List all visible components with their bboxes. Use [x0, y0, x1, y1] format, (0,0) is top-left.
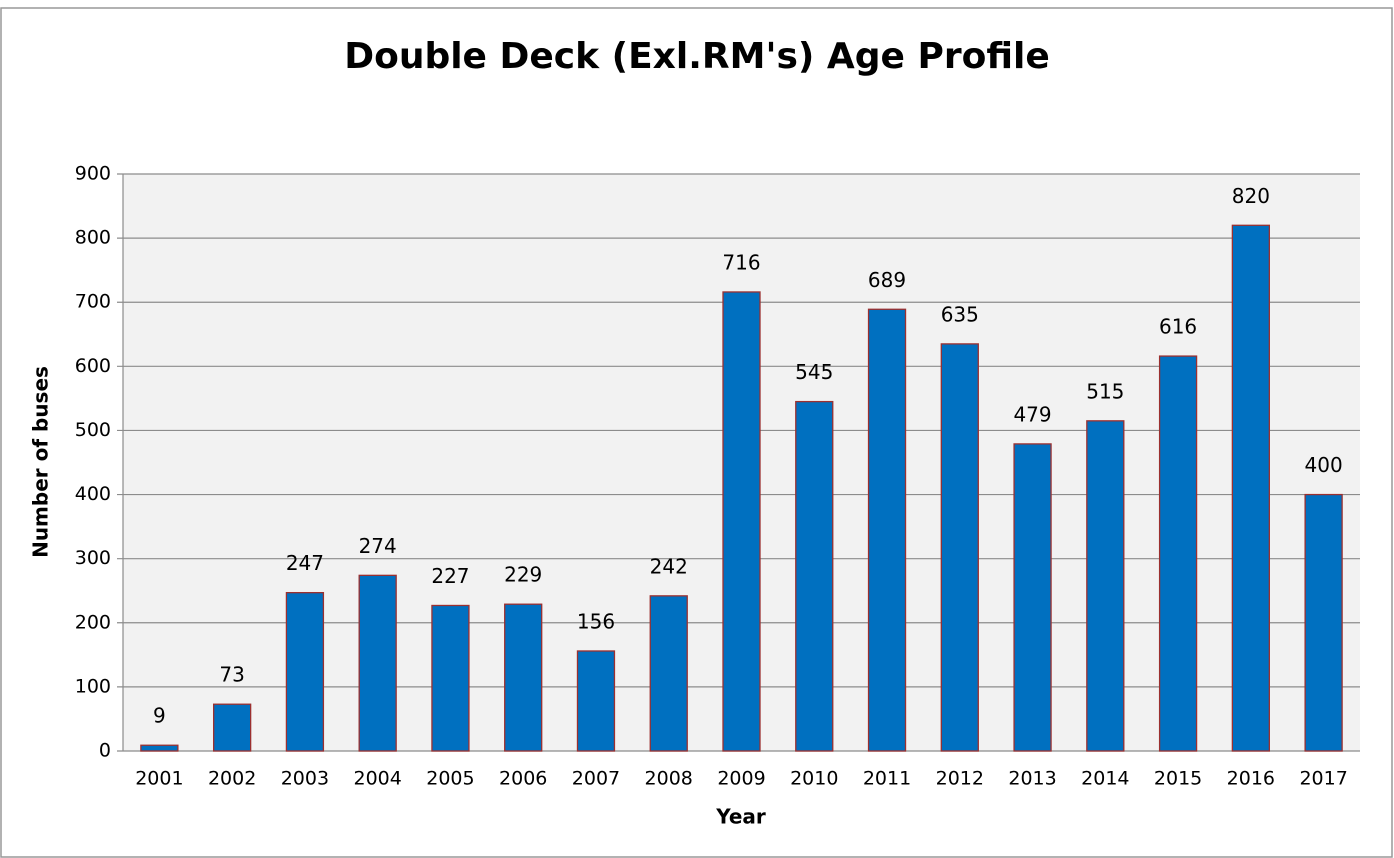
x-tick-label: 2008 — [645, 768, 693, 790]
bar — [1304, 493, 1343, 752]
x-tick-label: 2006 — [499, 768, 547, 790]
bar — [212, 703, 252, 752]
x-tick-label: 2011 — [863, 768, 911, 790]
bar — [285, 591, 325, 752]
data-label: 820 — [1232, 184, 1270, 208]
data-label: 689 — [868, 268, 906, 292]
data-label: 156 — [577, 609, 615, 633]
chart-title: Double Deck (Exl.RM's) Age Profile — [344, 36, 1050, 77]
y-tick-label: 500 — [75, 419, 111, 441]
y-tick-label: 100 — [75, 675, 111, 697]
data-label: 9 — [153, 704, 166, 728]
data-label: 400 — [1305, 453, 1343, 477]
y-tick-label: 900 — [75, 163, 111, 185]
y-tick-label: 800 — [75, 227, 111, 249]
data-label: 227 — [431, 564, 469, 588]
y-tick-label: 600 — [75, 355, 111, 377]
x-tick-label: 2002 — [208, 768, 256, 790]
bar — [867, 308, 907, 752]
x-axis-title: Year — [715, 805, 766, 829]
bar — [1158, 355, 1198, 752]
data-label: 479 — [1013, 402, 1051, 426]
data-label: 616 — [1159, 315, 1197, 339]
data-label: 73 — [219, 663, 244, 687]
data-label: 229 — [504, 563, 542, 587]
bar — [940, 343, 979, 752]
data-label: 635 — [941, 302, 979, 326]
x-tick-label: 2012 — [936, 768, 984, 790]
data-label: 274 — [359, 534, 397, 558]
y-tick-label: 300 — [75, 547, 111, 569]
bar — [358, 574, 397, 752]
y-tick-label: 400 — [75, 483, 111, 505]
x-tick-label: 2001 — [135, 768, 183, 790]
x-tick-label: 2004 — [353, 768, 401, 790]
x-tick-label: 2007 — [572, 768, 620, 790]
data-label: 716 — [722, 250, 760, 274]
x-tick-label: 2014 — [1081, 768, 1129, 790]
x-tick-label: 2010 — [790, 768, 838, 790]
x-tick-label: 2005 — [426, 768, 474, 790]
bar — [431, 604, 470, 752]
bar — [1086, 420, 1125, 752]
x-tick-label: 2003 — [281, 768, 329, 790]
y-axis-title: Number of buses — [29, 366, 53, 558]
x-tick-label: 2016 — [1227, 768, 1275, 790]
data-label: 545 — [795, 360, 833, 384]
bar — [1231, 224, 1271, 752]
bar — [649, 595, 688, 752]
x-tick-label: 2013 — [1008, 768, 1056, 790]
y-tick-label: 200 — [75, 611, 111, 633]
x-tick-label: 2009 — [717, 768, 765, 790]
data-label: 242 — [650, 554, 688, 578]
data-label: 515 — [1086, 379, 1124, 403]
y-tick-label: 700 — [75, 291, 111, 313]
x-tick-label: 2015 — [1154, 768, 1202, 790]
y-tick-label: 0 — [99, 740, 111, 762]
bar — [140, 744, 179, 752]
x-tick-label: 2017 — [1299, 768, 1347, 790]
bar — [576, 650, 616, 752]
data-label: 247 — [286, 551, 324, 575]
bar — [795, 400, 834, 752]
bar — [1013, 443, 1052, 752]
bar — [722, 291, 761, 752]
bar — [504, 603, 543, 752]
